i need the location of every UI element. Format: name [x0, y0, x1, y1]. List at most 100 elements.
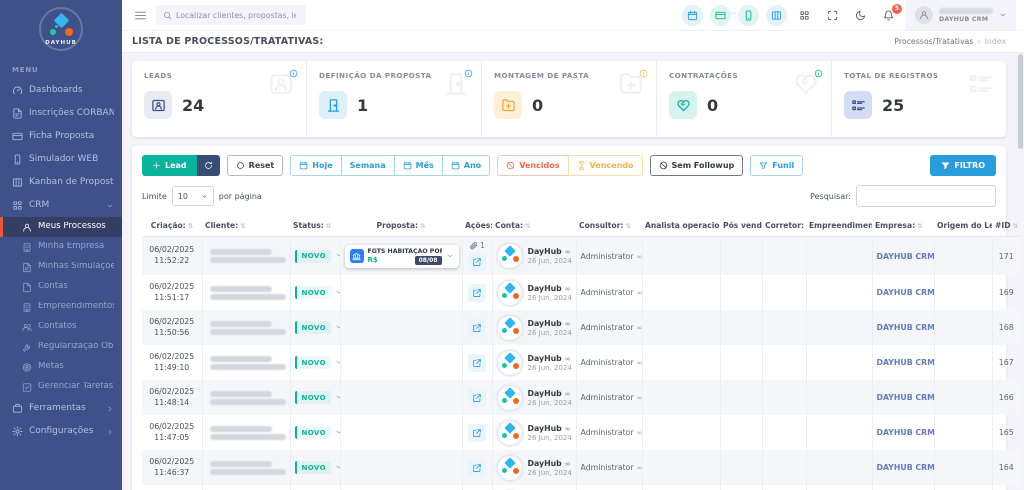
sidebar-item-contas[interactable]: Contas	[0, 277, 122, 297]
status-dropdown-chevron[interactable]	[335, 463, 340, 471]
sidebar-item-metas[interactable]: Metas	[0, 357, 122, 377]
sidebar-item-kanban-de-propostas[interactable]: Kanban de Propostas	[0, 171, 122, 194]
column-header-consultor[interactable]: Consultor: ⇅	[576, 215, 642, 237]
sidebar-item-crm[interactable]: CRM	[0, 194, 122, 217]
cell-proposta[interactable]: FGTS HABITAÇÃO POPULARR$ 08/08	[339, 236, 462, 275]
cell-conta[interactable]: DayHub ∞ 26 Jun, 2024	[491, 450, 576, 485]
status-dropdown-chevron[interactable]	[335, 251, 340, 259]
empresa-link[interactable]: DAYHUB CRM∞	[877, 463, 935, 472]
open-process-button[interactable]	[468, 423, 486, 442]
kanban-shortcut-button[interactable]	[766, 4, 787, 26]
cell-acoes[interactable]: 1	[461, 236, 492, 275]
apps-grid-button[interactable]	[794, 5, 815, 26]
global-search-input[interactable]	[176, 10, 296, 20]
empresa-link[interactable]: DAYHUB CRM∞	[877, 428, 935, 437]
empresa-link[interactable]: DAYHUB CRM∞	[877, 358, 935, 367]
cell-conta[interactable]: DayHub ∞ 26 Jun, 2024	[491, 236, 576, 275]
cell-conta[interactable]: DayHub ∞ 26 Jun, 2024	[491, 380, 576, 415]
open-process-button[interactable]	[468, 253, 486, 271]
filter-funil-button[interactable]: Funil	[750, 155, 804, 176]
sidebar-item-gerenciar-tarefas[interactable]: Gerenciar Tarefas	[0, 377, 122, 397]
global-search[interactable]	[156, 5, 306, 25]
chevron-down-icon[interactable]	[446, 252, 454, 260]
sidebar-item-meus-processos[interactable]: Meus Processos	[0, 217, 122, 237]
column-header-conta[interactable]: Conta: ⇅	[492, 215, 576, 237]
menu-toggle-button[interactable]	[132, 7, 148, 23]
empresa-link[interactable]: DAYHUB CRM∞	[877, 393, 935, 402]
cell-conta[interactable]: DayHub ∞ 26 Jun, 2024	[491, 345, 576, 380]
empresa-link[interactable]: DAYHUB CRM∞	[877, 252, 935, 261]
sidebar-item-configuracoes[interactable]: Configurações	[0, 420, 122, 443]
sidebar-item-simulador-web[interactable]: Simulador WEB	[0, 148, 122, 171]
reset-button[interactable]: Reset	[226, 155, 284, 176]
status-dropdown-chevron[interactable]	[335, 323, 340, 331]
attachments-indicator[interactable]: 1	[469, 241, 485, 250]
sidebar-item-inscricoes-corban[interactable]: Inscrições CORBAN	[0, 102, 122, 125]
column-header-pos-venda[interactable]: Pós venda:⇅	[720, 215, 762, 237]
empresa-link[interactable]: DAYHUB CRM∞	[877, 323, 935, 332]
table-search-input[interactable]	[856, 185, 996, 207]
page-scrollbar[interactable]	[1018, 34, 1023, 486]
limit-select[interactable]: 10	[171, 186, 214, 206]
sidebar-item-regularizacao-obra[interactable]: Regularização Obra	[0, 337, 122, 357]
column-header-empreendimento[interactable]: Empreendimento:⇅	[806, 215, 872, 237]
open-process-button[interactable]	[468, 353, 486, 372]
cell-acoes[interactable]	[461, 450, 492, 485]
column-header-analista-operacional[interactable]: Analista operacional:⇅	[642, 215, 720, 237]
fullscreen-button[interactable]	[822, 5, 843, 26]
mobile-shortcut-button[interactable]	[738, 4, 759, 26]
sidebar-item-minhas-simulacoes[interactable]: Minhas Simulações	[0, 257, 122, 277]
filter-mes-button[interactable]: Mês	[393, 155, 443, 176]
notifications-button[interactable]: 5	[878, 3, 902, 26]
scrollbar-thumb[interactable]	[1018, 54, 1023, 149]
filter-vencidos-button[interactable]: Vencidos	[497, 155, 569, 176]
cell-conta[interactable]: DayHub∞	[491, 485, 576, 490]
open-process-button[interactable]	[468, 318, 486, 337]
breadcrumb-item[interactable]: Processos/Tratativas	[894, 37, 974, 46]
filter-sem-followup-button[interactable]: Sem Followup	[649, 155, 744, 176]
sidebar-item-ferramentas[interactable]: Ferramentas	[0, 397, 122, 420]
open-process-button[interactable]	[468, 388, 486, 407]
column-header-proposta[interactable]: Proposta: ⇅	[340, 215, 462, 237]
column-header-criacao[interactable]: Criação: ⇅	[142, 215, 202, 237]
cell-acoes[interactable]	[461, 310, 492, 345]
column-header-empresa[interactable]: Empresa: ⇅	[872, 215, 934, 237]
cell-acoes[interactable]	[461, 380, 492, 415]
sidebar-item-minha-empresa[interactable]: Minha Empresa	[0, 237, 122, 257]
sidebar-item-empreendimentos[interactable]: Empreendimentos	[0, 297, 122, 317]
add-lead-button[interactable]: Lead	[142, 155, 197, 176]
column-header-origem-do-lead[interactable]: Origem do Lead:⇅	[934, 215, 992, 237]
cell-conta[interactable]: DayHub ∞ 26 Jun, 2024	[491, 275, 576, 310]
sidebar-item-ficha-proposta[interactable]: Ficha Proposta	[0, 125, 122, 148]
cell-conta[interactable]: DayHub ∞ 26 Jun, 2024	[491, 310, 576, 345]
calendar-shortcut-button[interactable]	[682, 4, 703, 26]
filter-vencendo-button[interactable]: Vencendo	[567, 155, 643, 176]
filtro-button[interactable]: FILTRO	[930, 155, 996, 176]
filter-hoje-button[interactable]: Hoje	[290, 155, 342, 176]
user-menu[interactable]: DAYHUB CRM	[906, 0, 1016, 30]
cell-acoes[interactable]	[461, 275, 492, 310]
filter-ano-button[interactable]: Ano	[441, 155, 491, 176]
column-header-cliente[interactable]: Cliente: ⇅	[202, 215, 290, 237]
simulator-shortcut-button[interactable]	[710, 4, 731, 26]
column-header-status[interactable]: Status: ⇅	[290, 215, 340, 237]
cell-conta[interactable]: DayHub ∞ 26 Jun, 2024	[491, 415, 576, 450]
empresa-link[interactable]: DAYHUB CRM∞	[877, 288, 935, 297]
dayhub-logo[interactable]: DAYHUB	[0, 0, 122, 58]
filter-semana-button[interactable]: Semana	[340, 155, 395, 176]
proposta-card[interactable]: FGTS HABITAÇÃO POPULARR$ 08/08	[344, 244, 459, 268]
sidebar-item-dashboards[interactable]: Dashboards	[0, 79, 122, 102]
refresh-button[interactable]	[196, 155, 220, 176]
column-header-acoes[interactable]: Ações:⇅	[462, 215, 492, 237]
column-header-corretor[interactable]: Corretor:⇅	[762, 215, 806, 237]
cell-acoes[interactable]	[461, 415, 492, 450]
open-process-button[interactable]	[468, 458, 486, 477]
column-header-id[interactable]: #ID ⇅	[992, 215, 1020, 237]
sidebar-item-contatos[interactable]: Contatos	[0, 317, 122, 337]
status-dropdown-chevron[interactable]	[335, 288, 340, 296]
status-dropdown-chevron[interactable]	[335, 428, 340, 436]
dark-mode-button[interactable]	[850, 5, 871, 26]
open-process-button[interactable]	[468, 283, 486, 302]
status-dropdown-chevron[interactable]	[335, 393, 340, 401]
status-dropdown-chevron[interactable]	[335, 358, 340, 366]
